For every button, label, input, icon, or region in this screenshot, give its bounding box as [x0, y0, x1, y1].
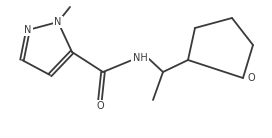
- Text: O: O: [96, 101, 104, 111]
- Text: NH: NH: [133, 53, 147, 63]
- Text: O: O: [248, 73, 256, 83]
- Text: N: N: [24, 25, 32, 35]
- Text: N: N: [54, 17, 62, 27]
